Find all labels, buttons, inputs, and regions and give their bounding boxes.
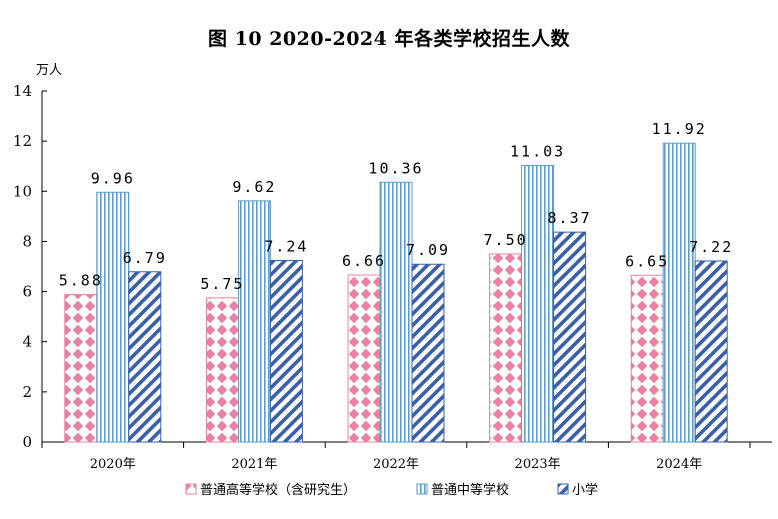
bar bbox=[489, 253, 523, 443]
x-tick-label: 2021年 bbox=[231, 457, 277, 472]
legend-swatch bbox=[557, 483, 569, 495]
legend-label: 小学 bbox=[572, 482, 598, 498]
legend-item: 小学 bbox=[557, 482, 598, 498]
legend-swatch bbox=[416, 483, 428, 495]
y-tick-label: 6 bbox=[22, 283, 32, 301]
data-label: 11.92 bbox=[652, 120, 707, 138]
data-label: 6.65 bbox=[625, 252, 669, 270]
legend-label: 普通高等学校（含研究生） bbox=[200, 482, 356, 498]
data-label: 7.24 bbox=[264, 237, 308, 255]
legend-item: 普通中等学校 bbox=[416, 482, 509, 498]
data-label: 5.88 bbox=[59, 272, 103, 290]
y-tick-label: 2 bbox=[22, 383, 32, 401]
x-tick-label: 2020年 bbox=[90, 457, 136, 472]
data-label: 5.75 bbox=[200, 275, 244, 293]
bar bbox=[64, 294, 98, 443]
y-tick-label: 4 bbox=[22, 333, 32, 351]
y-tick-label: 14 bbox=[13, 82, 32, 100]
bar bbox=[630, 274, 664, 443]
legend-label: 普通中等学校 bbox=[431, 482, 509, 498]
data-label: 9.96 bbox=[91, 169, 135, 187]
bar bbox=[694, 260, 728, 443]
data-label: 7.22 bbox=[689, 238, 733, 256]
bar bbox=[379, 181, 413, 443]
data-label: 9.62 bbox=[232, 178, 276, 196]
y-unit-label: 万人 bbox=[36, 63, 62, 78]
data-label: 7.50 bbox=[484, 231, 528, 249]
x-tick-label: 2023年 bbox=[515, 457, 561, 472]
data-label: 7.09 bbox=[406, 241, 450, 259]
bar bbox=[237, 200, 271, 443]
bar bbox=[205, 297, 239, 443]
bar bbox=[96, 191, 130, 443]
data-label: 8.37 bbox=[548, 209, 592, 227]
y-tick-label: 0 bbox=[22, 433, 32, 451]
y-tick-label: 8 bbox=[22, 232, 32, 250]
data-label: 11.03 bbox=[510, 142, 565, 160]
bar bbox=[521, 164, 555, 443]
data-label: 6.66 bbox=[342, 252, 386, 270]
y-tick-label: 12 bbox=[13, 132, 32, 150]
bar bbox=[411, 263, 445, 443]
bar bbox=[662, 142, 696, 443]
x-tick-label: 2024年 bbox=[656, 457, 702, 472]
chart-title: 图 10 2020-2024 年各类学校招生人数 bbox=[208, 28, 570, 50]
data-label: 6.79 bbox=[123, 249, 167, 267]
bar bbox=[347, 274, 381, 443]
legend-item: 普通高等学校（含研究生） bbox=[185, 482, 356, 498]
bar bbox=[553, 231, 587, 443]
bar bbox=[269, 259, 303, 443]
bar bbox=[128, 271, 162, 443]
y-tick-label: 10 bbox=[13, 182, 32, 200]
data-label: 10.36 bbox=[368, 159, 423, 177]
legend-swatch bbox=[185, 483, 197, 495]
x-tick-label: 2022年 bbox=[373, 457, 419, 472]
